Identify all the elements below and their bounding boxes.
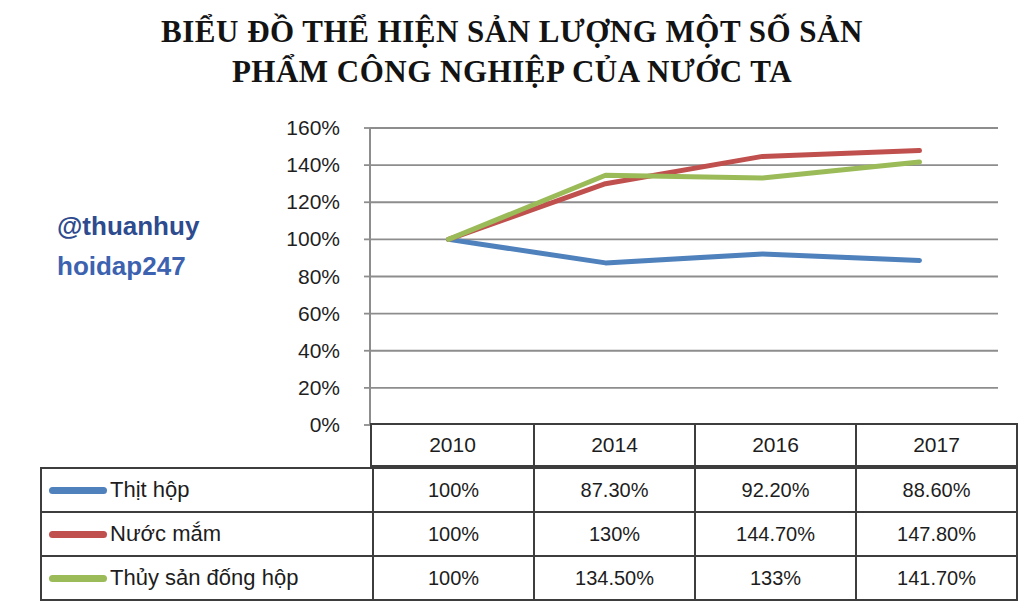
chart-title-line1: BIỂU ĐỒ THỂ HIỆN SẢN LƯỢNG MỘT SỐ SẢN [0,12,1024,52]
table-value-cell: 133% [694,557,855,599]
line-chart-plot-area [370,128,998,425]
table-value-cell: 134.50% [533,557,694,599]
table-value-cell: 87.30% [533,469,694,511]
chart-title: BIỂU ĐỒ THỂ HIỆN SẢN LƯỢNG MỘT SỐ SẢN PH… [0,12,1024,92]
table-row: Thủy sản đống hộp 100% 134.50% 133% 141.… [42,555,1016,599]
series-line-1 [449,151,920,240]
series-label: Nước mắm [110,521,221,547]
table-column-header: 2016 [694,425,855,465]
table-column-header: 2017 [855,425,1016,465]
watermark: @thuanhuy hoidap247 [57,206,199,286]
table-value-cell: 130% [533,513,694,555]
legend-cell: Thủy sản đống hộp [42,557,372,599]
legend-cell: Nước mắm [42,513,372,555]
series-color-swatch [49,531,107,538]
y-tick-label: 60% [298,303,340,325]
y-tick-label: 80% [298,266,340,288]
watermark-line1: @thuanhuy [57,206,199,246]
y-tick-label: 160% [286,117,340,139]
y-tick-label: 140% [286,154,340,176]
y-tick-label: 120% [286,191,340,213]
y-tick-label: 0% [310,414,340,436]
series-color-swatch [49,575,107,582]
series-line-0 [449,239,920,263]
table-value-cell: 147.80% [855,513,1016,555]
table-value-cell: 141.70% [855,557,1016,599]
watermark-line2: hoidap247 [57,246,199,286]
series-label: Thủy sản đống hộp [110,565,298,591]
y-tick-label: 40% [298,340,340,362]
series-line-2 [449,162,920,239]
table-column-header: 2014 [533,425,694,465]
table-value-cell: 100% [372,469,533,511]
data-table: Thịt hộp 100% 87.30% 92.20% 88.60% Nước … [40,467,1018,601]
y-tick-label: 20% [298,377,340,399]
legend-cell: Thịt hộp [42,469,372,511]
chart-title-line2: PHẨM CÔNG NGHIỆP CỦA NƯỚC TA [0,52,1024,92]
table-value-cell: 88.60% [855,469,1016,511]
series-label: Thịt hộp [110,477,190,503]
table-value-cell: 100% [372,513,533,555]
table-value-cell: 144.70% [694,513,855,555]
table-column-header: 2010 [372,425,533,465]
y-axis-tick-labels: 160% 140% 120% 100% 80% 60% 40% 20% 0% [230,117,340,436]
y-tick-label: 100% [286,228,340,250]
table-value-cell: 92.20% [694,469,855,511]
table-header-row: 2010 2014 2016 2017 [370,423,1018,467]
table-value-cell: 100% [372,557,533,599]
table-row: Nước mắm 100% 130% 144.70% 147.80% [42,511,1016,555]
series-color-swatch [49,487,107,494]
table-row: Thịt hộp 100% 87.30% 92.20% 88.60% [42,469,1016,511]
